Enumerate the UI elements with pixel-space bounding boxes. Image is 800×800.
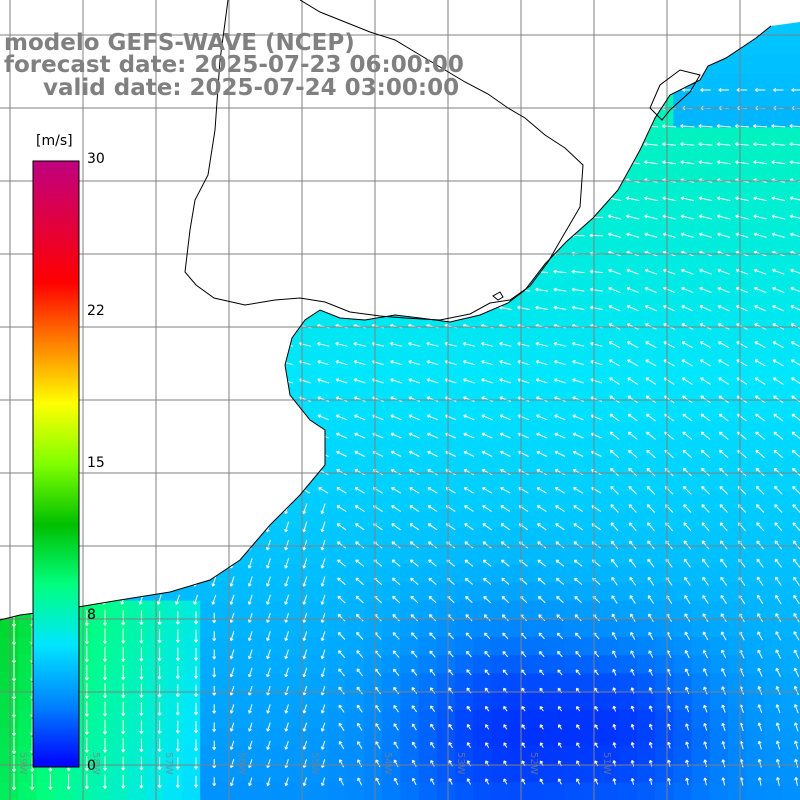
coastline-uruguay [184,0,584,321]
valid-date: valid date: 2025-07-24 03:00:00 [43,75,460,101]
land-mass [0,0,800,620]
colorbar-tick-30: 30 [87,151,105,167]
longitude-label: 55W [309,752,320,775]
longitude-labels: 59W 58W 57W 56W 55W 54W 53W 52W 51W [17,752,612,775]
colorbar-tick-22: 22 [87,303,105,319]
longitude-label: 59W [17,752,28,775]
coastline-outer [0,25,772,621]
colorbar-tick-0: 0 [87,758,96,774]
lagoon-lagoa-mirim [649,69,701,121]
colorbar [32,160,80,768]
longitude-label: 58W [90,752,101,775]
model-title: modelo GEFS-WAVE (NCEP) [4,30,355,56]
longitude-label: 51W [601,752,612,775]
longitude-label: 57W [163,752,174,775]
forecast-date: forecast date: 2025-07-23 06:00:00 [4,52,464,78]
longitude-label: 54W [382,752,393,775]
colorbar-gradient [32,160,80,768]
colorbar-unit: [m/s] [36,133,73,149]
colorbar-tick-8: 8 [87,607,96,623]
coastline-minor [492,291,504,301]
coastline [0,0,772,621]
longitude-label: 52W [528,752,539,775]
colorbar-tick-15: 15 [87,455,105,471]
longitude-label: 53W [455,752,466,775]
longitude-label: 56W [236,752,247,775]
